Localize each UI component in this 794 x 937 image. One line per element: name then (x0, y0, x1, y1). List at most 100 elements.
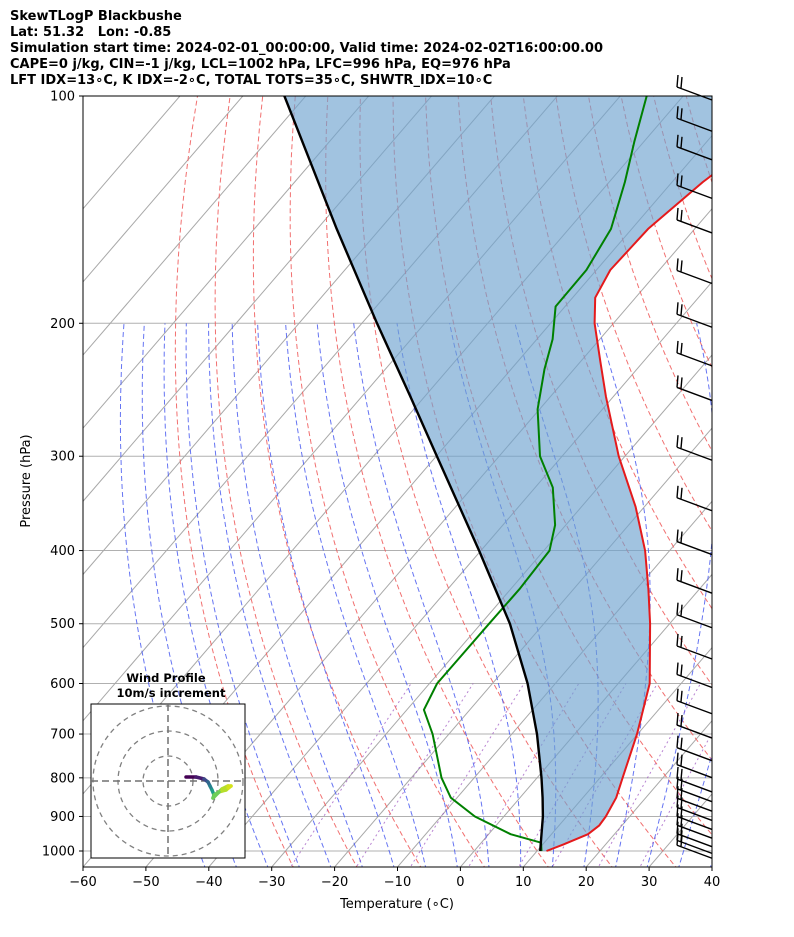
moist-adiabat (596, 323, 651, 867)
x-tick-label: 30 (641, 875, 658, 890)
x-axis-label: Temperature (∘C) (339, 897, 454, 912)
wind-barb-shaft (676, 386, 713, 402)
wind-barb (676, 207, 713, 234)
wind-barb-shaft (676, 313, 713, 328)
location-label: Lat: 51.32 Lon: -0.85 (10, 25, 172, 40)
wind-barb-flag (680, 108, 683, 120)
wind-barb-flag (676, 435, 679, 448)
mixing-ratio-line (290, 683, 412, 867)
wind-barb-flag (680, 754, 683, 766)
isotherm-line (396, 500, 712, 867)
dry-adiabat (751, 96, 794, 870)
wind-barb-flag (680, 136, 683, 148)
y-tick-label: 100 (50, 90, 75, 105)
isotherm-line (83, 96, 370, 429)
moist-adiabat (185, 323, 300, 867)
wind-barb (676, 258, 713, 285)
moist-adiabat (257, 323, 395, 867)
x-tick-label: −60 (69, 875, 96, 890)
wind-barb (676, 804, 713, 831)
wind-barb-shaft (676, 797, 713, 812)
wind-barb (676, 375, 713, 402)
parcel-line (283, 96, 545, 852)
wind-barb-flag (676, 735, 679, 748)
wind-barb-flag (676, 207, 679, 221)
wind-barb-flag (680, 690, 683, 702)
wind-barb-flag (676, 813, 679, 826)
moist-adiabat (163, 323, 269, 867)
x-tick-label: −50 (132, 875, 159, 890)
wind-barb (676, 662, 713, 689)
wind-barb-shaft (676, 86, 713, 101)
wind-barb-flag (680, 737, 683, 749)
wind-barb (676, 766, 713, 793)
y-tick-label: 800 (50, 771, 75, 786)
wind-barb-flag (680, 823, 683, 835)
wind-barb-shaft (676, 146, 713, 161)
chart-title: SkewTLogP Blackbushe (10, 9, 182, 24)
wind-barb-flag (680, 260, 683, 272)
x-axis-ticks: −60 −50 −40 −30 −20 −10 0 10 20 30 40 (69, 867, 720, 890)
wind-barb (676, 735, 713, 762)
y-tick-label: 900 (50, 810, 75, 825)
wind-barb-shaft (676, 788, 713, 803)
temperature-line (546, 173, 712, 852)
wind-barb-flag (676, 375, 679, 388)
wind-barb-flag (676, 795, 679, 808)
wind-barb-shaft (676, 497, 713, 512)
wind-barb-flag (680, 342, 683, 354)
x-tick-label: −30 (258, 875, 285, 890)
wind-barb (676, 173, 713, 200)
wind-barb-flag (676, 302, 679, 315)
dry-adiabat (784, 96, 794, 870)
wind-barb-shaft (676, 700, 713, 715)
dry-adiabat (588, 96, 712, 452)
wind-barb-flag (676, 712, 679, 726)
wind-barb-flag (680, 635, 683, 648)
wind-barb-flag (676, 752, 679, 765)
wind-barb (676, 568, 713, 594)
wind-barb-flag (680, 209, 683, 222)
wind-barb-flag (676, 258, 679, 271)
wind-barb-shaft (676, 645, 713, 660)
dry-adiabat (653, 96, 712, 280)
y-tick-label: 500 (50, 617, 75, 632)
x-tick-label: 10 (515, 875, 532, 890)
wind-barb-shaft (676, 806, 713, 822)
wind-barb-flag (680, 437, 683, 449)
isotherm-line (83, 96, 307, 356)
wind-barb-shaft (676, 824, 713, 839)
wind-barb (676, 74, 713, 101)
wind-barb-flag (680, 806, 683, 818)
wind-barb-flag (676, 662, 679, 675)
moist-adiabat (231, 323, 363, 867)
wind-barb (676, 340, 713, 367)
wind-barb-flag (680, 487, 683, 499)
y-tick-label: 200 (50, 317, 75, 332)
wind-barb-flag (676, 766, 679, 779)
cin-shading (284, 96, 712, 851)
moist-adiabat (709, 860, 712, 867)
wind-barb-shaft (676, 352, 713, 367)
wind-barb-flag (680, 377, 683, 389)
wind-barb-flag (680, 815, 683, 827)
moist-adiabat (208, 323, 332, 867)
wind-barb (676, 302, 713, 328)
wind-barb (676, 134, 713, 161)
wind-barb-flag (680, 76, 683, 89)
dewpoint-line (422, 96, 648, 852)
wind-barb-flag (680, 304, 683, 316)
wind-barb-shaft (676, 184, 713, 200)
isotherm-line (772, 79, 794, 870)
wind-barb-shaft (676, 117, 713, 132)
wind-barb-shaft (676, 778, 713, 793)
wind-barb-flag (680, 768, 683, 780)
wind-barb-flag (676, 173, 679, 186)
moist-adiabat (678, 752, 712, 867)
hodograph-inset: Wind Profile 10m/s increment (90, 671, 246, 859)
wind-barb-flag (680, 175, 683, 187)
wind-barb-flag (676, 804, 679, 817)
wind-barb (676, 435, 713, 461)
y-axis-label: Pressure (hPa) (19, 434, 34, 527)
wind-barb-flag (676, 821, 679, 834)
